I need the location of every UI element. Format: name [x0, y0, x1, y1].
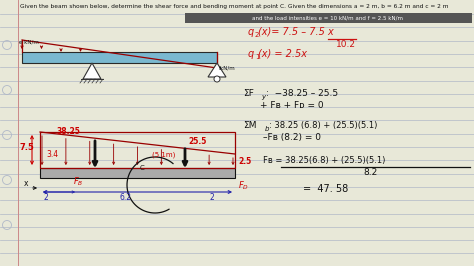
Text: fkN/m: fkN/m: [219, 66, 236, 71]
Text: Given the beam shown below, determine the shear force and bending moment at poin: Given the beam shown below, determine th…: [20, 4, 448, 9]
Text: 6.2: 6.2: [120, 193, 132, 202]
Text: ΣM: ΣM: [243, 121, 256, 130]
Text: 2: 2: [210, 193, 215, 202]
Bar: [185, 13, 472, 23]
Text: q: q: [248, 27, 254, 37]
Text: 2.5: 2.5: [238, 157, 251, 166]
Text: (x)= 7.5 – 7.5 x: (x)= 7.5 – 7.5 x: [258, 27, 334, 37]
Text: b: b: [265, 126, 270, 132]
Text: y: y: [261, 94, 265, 100]
Bar: [40, 132, 235, 168]
Text: F$_D$: F$_D$: [238, 180, 249, 193]
Text: 25.5: 25.5: [188, 137, 206, 146]
Text: F$_B$: F$_B$: [73, 175, 83, 188]
Text: 1: 1: [255, 54, 259, 60]
Text: –Fʙ (8.2) = 0: –Fʙ (8.2) = 0: [263, 133, 321, 142]
Bar: [22, 52, 217, 63]
Text: Fʙ = 38.25(6.8) + (25.5)(5.1): Fʙ = 38.25(6.8) + (25.5)(5.1): [263, 156, 385, 165]
Text: 7.5: 7.5: [20, 143, 35, 152]
Text: 10.2: 10.2: [336, 40, 356, 49]
Text: C: C: [140, 165, 145, 171]
Text: 2: 2: [255, 32, 259, 38]
Text: q: q: [248, 49, 254, 59]
Text: e kN/m: e kN/m: [19, 40, 39, 45]
Text: ΣF: ΣF: [243, 89, 254, 98]
Polygon shape: [208, 63, 226, 77]
Text: 3.4: 3.4: [46, 150, 58, 159]
Bar: [40, 168, 235, 178]
Text: and the load intensities e = 10 kN/m and f = 2.5 kN/m: and the load intensities e = 10 kN/m and…: [253, 16, 403, 21]
Text: 2: 2: [44, 193, 49, 202]
Polygon shape: [83, 63, 101, 79]
Text: x: x: [24, 179, 28, 188]
Text: (x) = 2.5x: (x) = 2.5x: [258, 49, 307, 59]
Text: :  −38.25 – 25.5: : −38.25 – 25.5: [266, 89, 338, 98]
Circle shape: [214, 76, 220, 82]
Text: 8.2: 8.2: [363, 168, 377, 177]
Text: =  47. 58: = 47. 58: [303, 184, 348, 194]
Text: (5 1m): (5 1m): [152, 152, 175, 159]
Text: + Fʙ + Fᴅ = 0: + Fʙ + Fᴅ = 0: [260, 101, 324, 110]
Text: 38.25: 38.25: [57, 127, 81, 136]
Text: : 38.25 (6.8) + (25.5)(5.1): : 38.25 (6.8) + (25.5)(5.1): [269, 121, 377, 130]
